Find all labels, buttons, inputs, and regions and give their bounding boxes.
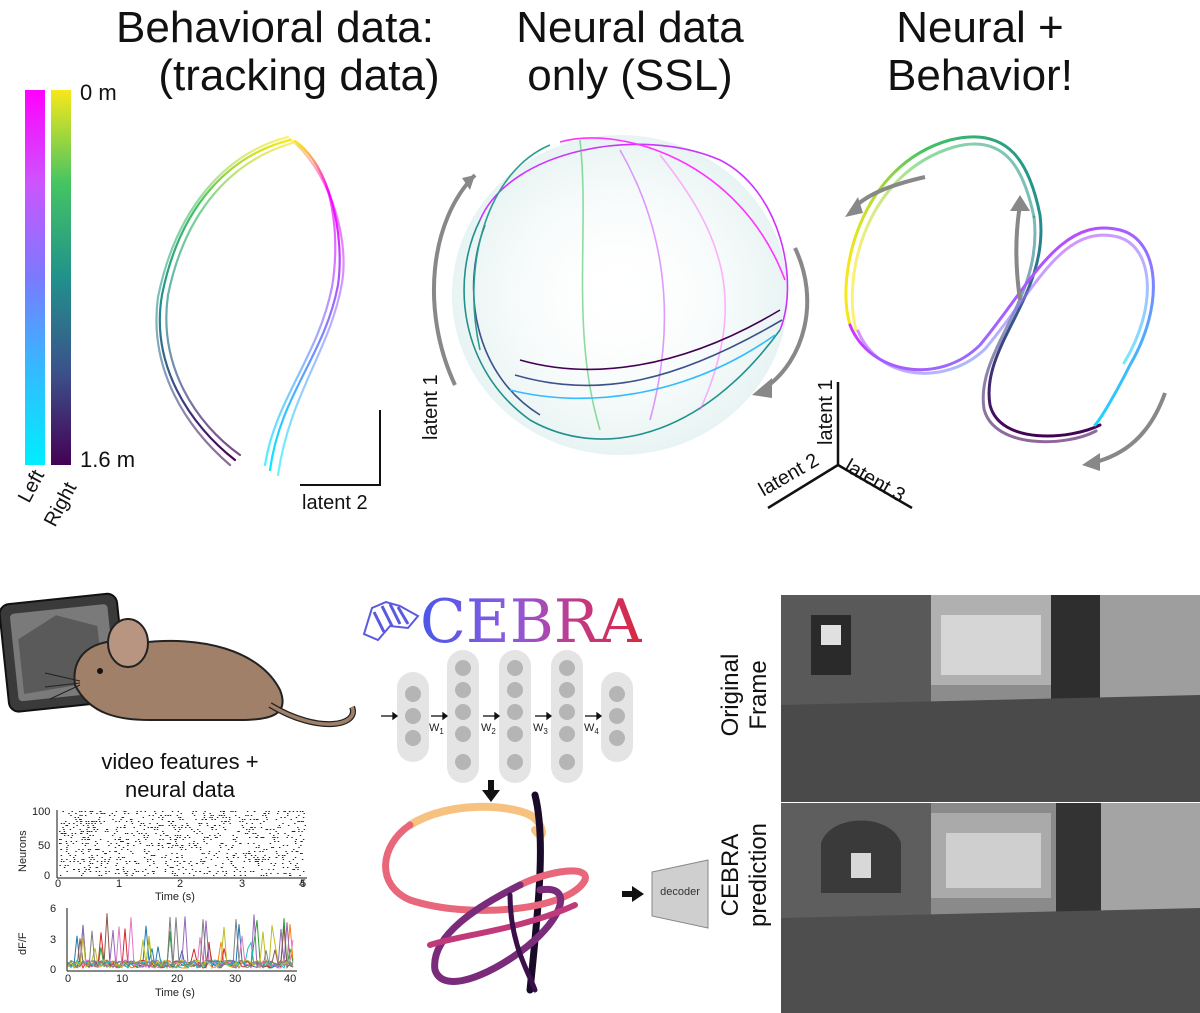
weight-symbol: W (481, 722, 492, 734)
prediction-label-line2: prediction (745, 822, 772, 928)
mouse-watching-screen (0, 592, 356, 728)
original-frame-label: Original Frame (717, 610, 773, 780)
combined-title-line1: Neural + (896, 3, 1064, 52)
original-label-line1: Original (717, 653, 744, 737)
colorbar-top-label: 0 m (80, 80, 117, 105)
weight-label-2: W2 (481, 722, 496, 736)
trace-xtick: 40 (284, 973, 297, 985)
input-caption: video features + neural data (60, 748, 300, 804)
raster-ytick-0: 0 (44, 870, 51, 882)
raster-ylabel: Neurons (17, 830, 29, 872)
weight-subscript: 3 (543, 727, 548, 737)
axis-latent1-3d: latent 1 (815, 379, 837, 445)
original-frame-image (781, 595, 1200, 802)
trace-xtick: 20 (171, 973, 184, 985)
raster-ytick-100: 100 (32, 806, 51, 818)
neural-title-line1: Neural data (516, 3, 744, 52)
behavioral-title-line2: (tracking data) (158, 51, 440, 100)
weight-label-1: W1 (429, 722, 444, 736)
prediction-label-line1: CEBRA (717, 833, 744, 917)
decoder-shape (651, 859, 709, 929)
weight-symbol: W (429, 722, 440, 734)
weight-label-3: W3 (533, 722, 548, 736)
raster-xlabel: Time (s) (155, 891, 195, 903)
decoder-label: decoder (660, 886, 700, 898)
cebra-prediction-image (781, 803, 1200, 1013)
behavioral-data-title: Behavioral data: (tracking data) (95, 4, 455, 100)
behavioral-embedding (155, 135, 381, 486)
combined-title: Neural + Behavior! (840, 4, 1120, 100)
latent-3d-axes (767, 382, 913, 510)
raster-plot (56, 810, 307, 879)
raster-xtick: 4 (299, 878, 306, 890)
input-caption-line1: video features + (101, 749, 259, 774)
raster-xtick: 0 (55, 878, 62, 890)
weight-subscript: 4 (594, 727, 599, 737)
behavioral-title-line1: Behavioral data: (116, 3, 434, 52)
cebra-logo-text: CEBRA (420, 587, 643, 657)
raster-ytick-50: 50 (38, 840, 51, 852)
neural-data-title: Neural data only (SSL) (470, 4, 790, 100)
trace-ytick-0: 0 (50, 964, 57, 976)
raster-xtick: 1 (116, 878, 123, 890)
prediction-frame-label: CEBRA prediction (717, 800, 773, 950)
weight-subscript: 1 (439, 727, 444, 737)
input-caption-line2: neural data (124, 777, 236, 802)
raster-xtick: 5 (300, 878, 307, 890)
calcium-trace-plot (66, 908, 297, 972)
colorbar-right (51, 90, 71, 465)
weight-subscript: 2 (491, 727, 496, 737)
neural-only-embedding (432, 135, 810, 455)
down-arrow-icon (482, 780, 500, 802)
neural-title-line2: only (SSL) (527, 51, 733, 100)
neural-behavior-embedding (844, 135, 1167, 471)
original-label-line2: Frame (745, 660, 772, 730)
weight-symbol: W (533, 722, 544, 734)
weight-symbol: W (584, 722, 595, 734)
video-embedding (382, 791, 589, 994)
trace-ylabel: dF/F (17, 932, 29, 955)
colorbar-left-label: Left (14, 466, 50, 507)
raster-xtick: 2 (177, 878, 184, 890)
calcium-trace-line (67, 914, 294, 969)
zebra-logo-icon (362, 600, 420, 642)
neural-network-diagram (381, 650, 633, 783)
raster-xticks: 0 1 2 3 4 (55, 878, 310, 892)
colorbar-right-label: Right (40, 478, 82, 531)
trace-ytick-6: 6 (50, 903, 57, 915)
combined-title-line2: Behavior! (887, 51, 1073, 100)
raster-xtick: 3 (239, 878, 246, 890)
trace-xlabel: Time (s) (155, 987, 195, 999)
calcium-trace-line (67, 916, 294, 969)
weight-label-4: W4 (584, 722, 599, 736)
trace-xtick: 10 (116, 973, 129, 985)
behavioral-axis-latent2: latent 2 (302, 492, 368, 514)
decoder-arrow-icon (622, 886, 644, 902)
colorbar-left (25, 90, 45, 465)
colorbar-bottom-label: 1.6 m (80, 447, 136, 472)
trace-xtick: 0 (65, 973, 72, 985)
trace-xtick: 30 (229, 973, 242, 985)
trace-ytick-3: 3 (50, 934, 57, 946)
